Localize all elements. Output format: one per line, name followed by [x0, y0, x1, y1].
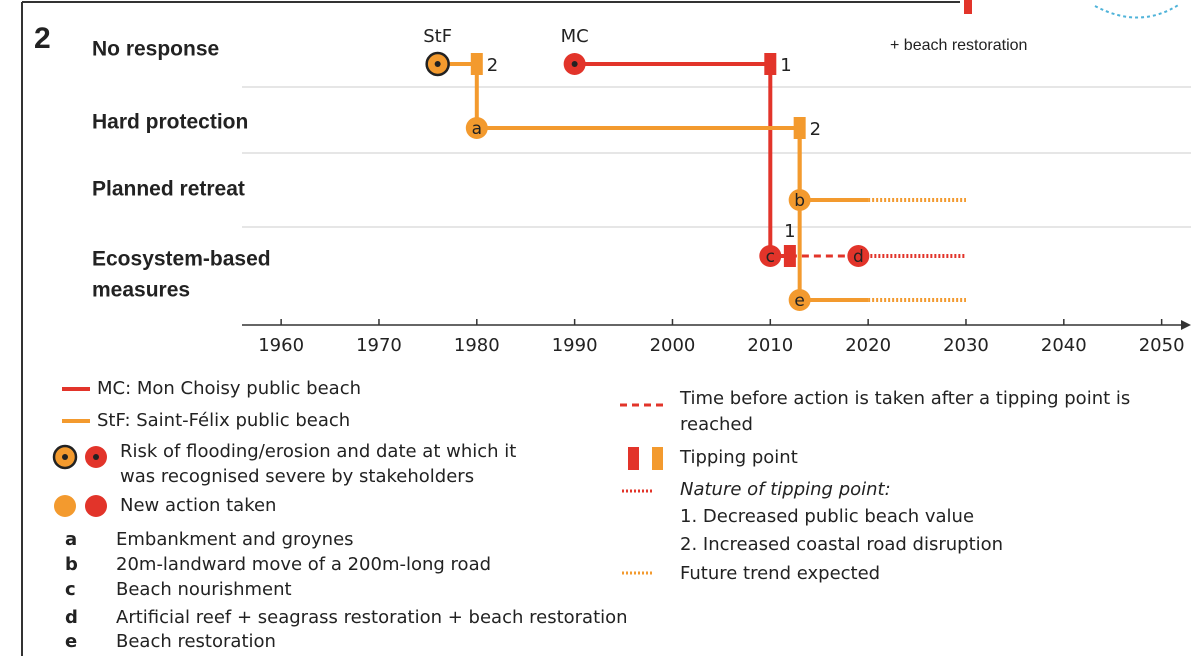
tick-label: 1990: [552, 335, 598, 356]
legend-text: Future trend expected: [680, 563, 880, 584]
legend-text: StF: Saint-Félix public beach: [97, 410, 350, 431]
tick-label: 2030: [943, 335, 989, 356]
corner-decoration: [1094, 3, 1181, 19]
action-marker: [465, 117, 488, 139]
tick-label: 2040: [1041, 335, 1087, 356]
legend-key: c: [65, 579, 76, 600]
corner-mark: [964, 0, 972, 14]
tick-label: 2050: [1139, 335, 1185, 356]
tipping-point: [793, 117, 806, 139]
legend-text: reached: [680, 414, 753, 435]
legend-text: 1. Decreased public beach value: [680, 506, 974, 527]
legend-swatch: [54, 495, 76, 517]
legend-text: Tipping point: [679, 447, 798, 468]
legend-text: Time before action is taken after a tipp…: [679, 388, 1130, 409]
row-label: No response: [92, 38, 219, 61]
legend-key: d: [65, 607, 78, 628]
legend-swatch: [85, 495, 107, 517]
risk-dot: [571, 61, 578, 67]
marker-caption: e: [794, 291, 804, 311]
legend-text: 2. Increased coastal road disruption: [680, 534, 1003, 555]
action-marker: [788, 289, 811, 311]
marker-caption: 2: [487, 55, 498, 76]
row-label: Planned retreat: [92, 178, 245, 201]
legend-text: Artificial reef + seagrass restoration +…: [116, 607, 628, 628]
action-marker: [759, 245, 782, 267]
tick-label: 1960: [258, 335, 304, 356]
risk-dot: [434, 61, 441, 67]
legend-swatch: [628, 447, 639, 470]
legend-swatch: [93, 454, 99, 460]
marker-caption: 2: [810, 119, 821, 140]
legend-text: 20m-landward move of a 200m-long road: [116, 554, 491, 575]
marker-caption: c: [766, 247, 775, 267]
marker-caption: 1: [780, 55, 791, 76]
legend-text: Nature of tipping point:: [680, 479, 891, 500]
legend-text: was recognised severe by stakeholders: [120, 466, 474, 487]
legend-text: Risk of flooding/erosion and date at whi…: [120, 441, 516, 462]
marker-caption: a: [472, 119, 482, 139]
action-marker: [788, 189, 811, 211]
marker-caption: d: [853, 247, 864, 267]
marker-caption: b: [794, 191, 805, 211]
row-label: Ecosystem-based: [92, 248, 271, 271]
tick-label: 1970: [356, 335, 402, 356]
legend-swatch: [62, 454, 68, 460]
tick-label: 2000: [650, 335, 696, 356]
marker-caption: 1: [784, 221, 795, 242]
tipping-point: [470, 53, 483, 75]
legend-text: Beach restoration: [116, 631, 276, 652]
panel-number: 2: [34, 22, 51, 55]
legend-key: b: [65, 554, 78, 575]
legend-text: New action taken: [120, 495, 276, 516]
legend-text: Beach nourishment: [116, 579, 292, 600]
tipping-point: [764, 53, 777, 75]
marker-caption: MC: [561, 26, 589, 47]
marker-caption: StF: [423, 26, 452, 47]
annotation: + beach restoration: [890, 37, 1027, 54]
tick-label: 1980: [454, 335, 500, 356]
row-label: measures: [92, 279, 190, 302]
legend-key: a: [65, 529, 77, 550]
row-label: Hard protection: [92, 111, 248, 134]
tipping-point: [783, 245, 796, 267]
tick-label: 2010: [747, 335, 793, 356]
axis-arrow: [1181, 320, 1191, 330]
tick-label: 2020: [845, 335, 891, 356]
legend-key: e: [65, 631, 77, 652]
legend-swatch: [652, 447, 663, 470]
legend-text: MC: Mon Choisy public beach: [97, 378, 361, 399]
action-marker: [847, 245, 870, 267]
legend-text: Embankment and groynes: [116, 529, 354, 550]
